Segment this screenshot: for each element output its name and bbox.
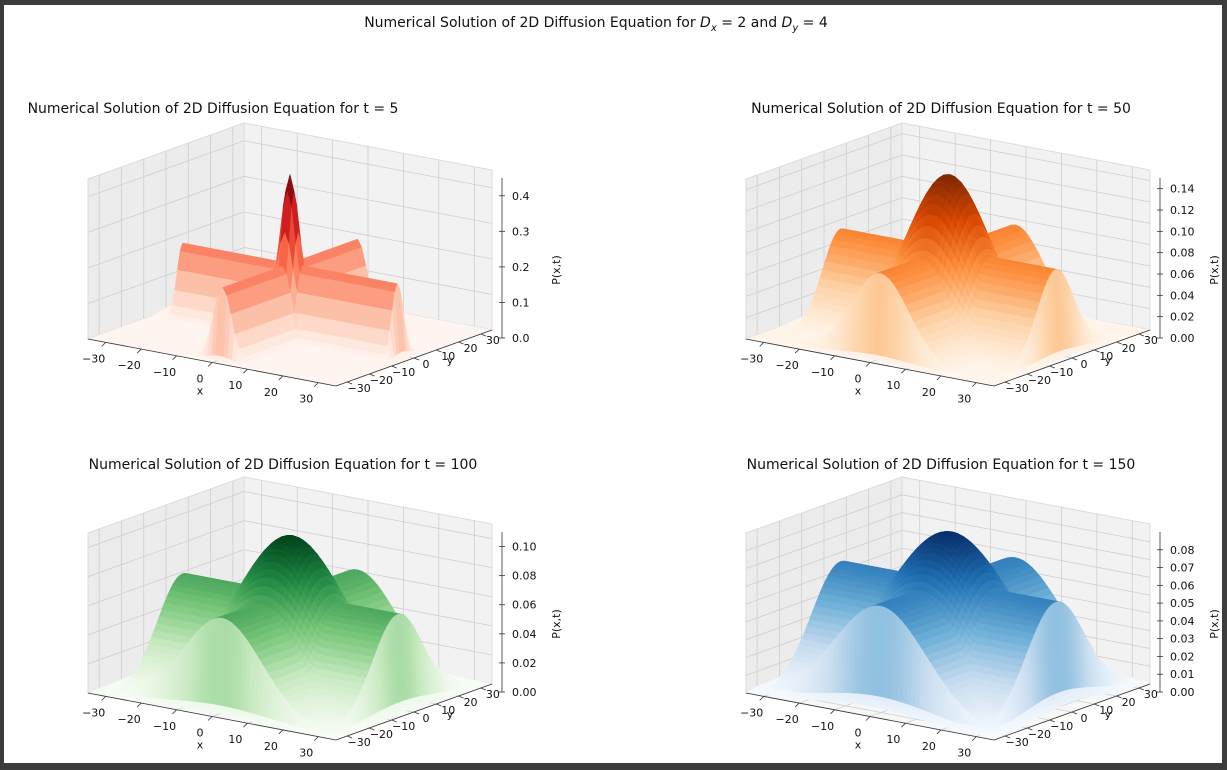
suptitle-dx-subscript: x — [710, 22, 717, 34]
y-tick — [369, 373, 375, 377]
x-tick-label: 30 — [299, 393, 313, 406]
z-tick-label: 0.3 — [512, 225, 530, 238]
x-tick — [172, 355, 177, 361]
y-tick-label: −20 — [370, 374, 393, 387]
subplot-title: Numerical Solution of 2D Diffusion Equat… — [751, 101, 1131, 117]
suptitle-text: Numerical Solution of 2D Diffusion Equat… — [364, 15, 701, 31]
grid-line-z — [745, 154, 1151, 212]
z-axis-label: P(x,t) — [550, 255, 563, 285]
grid-line-z — [745, 175, 1151, 233]
y-tick-label: 10 — [441, 350, 455, 363]
y-tick-label: −30 — [348, 382, 371, 395]
z-axis: 0.0 0.1 0.2 0.3 0.4 P(x,t) — [499, 178, 563, 345]
y-tick — [413, 357, 420, 361]
x-tick — [207, 362, 213, 367]
z-tick-label: 0.1 — [512, 296, 530, 309]
grid-line-z — [745, 218, 1151, 276]
grid-line-z — [87, 175, 493, 233]
y-tick-label: −10 — [392, 366, 415, 379]
figure-suptitle: Numerical Solution of 2D Diffusion Equat… — [4, 15, 1188, 34]
grid-line-z — [87, 140, 493, 198]
y-tick — [391, 365, 397, 369]
suptitle-end-text: = 4 — [798, 15, 828, 31]
y-tick — [436, 349, 442, 353]
y-tick-label: 20 — [464, 342, 478, 355]
x-tick — [314, 382, 319, 387]
y-tick — [346, 381, 353, 385]
y-axis-label: y — [447, 354, 454, 367]
x-tick — [101, 342, 106, 347]
y-tick — [480, 333, 487, 337]
suptitle-dy-subscript: y — [792, 22, 799, 34]
y-tick-label: 0 — [423, 358, 430, 371]
z-tick-label: 0.2 — [512, 261, 530, 274]
grid-line-z — [87, 247, 493, 304]
grid-line-z — [745, 133, 1151, 191]
z-tick-label: 0.0 — [512, 332, 530, 345]
z-tick-label: 0.4 — [512, 190, 530, 203]
x-axis-label: x — [197, 385, 204, 398]
subplot-t5: Numerical Solution of 2D Diffusion Equat… — [28, 101, 588, 421]
suptitle-dy-symbol: D — [781, 15, 793, 31]
suptitle-dx-symbol: D — [700, 15, 711, 31]
x-tick-label: −10 — [153, 366, 176, 379]
x-axis: −30 −20 −10 0 10 20 30 x — [82, 338, 337, 406]
y-tick-label: 30 — [486, 334, 500, 347]
x-tick — [136, 348, 142, 354]
x-tick-label: −20 — [118, 359, 141, 372]
y-axis: −30−20−10 0 10 20 30 y — [335, 329, 500, 395]
x-tick-label: 20 — [264, 386, 278, 399]
y-tick — [458, 341, 464, 345]
subplot-title: Numerical Solution of 2D Diffusion Equat… — [27, 101, 399, 117]
x-tick-label: 10 — [228, 379, 242, 392]
x-tick-label: −30 — [82, 352, 105, 365]
surface — [87, 174, 493, 387]
grid-line-z — [87, 211, 493, 269]
grid-line-z — [745, 197, 1151, 255]
subplot-t50: Numerical Solution of 2D Diffusion Equat… — [726, 101, 1227, 421]
suptitle-mid-text: = 2 and — [716, 15, 782, 31]
x-tick — [243, 368, 248, 374]
x-tick-label: 0 — [197, 373, 204, 386]
figure: Numerical Solution of 2D Diffusion Equat… — [4, 5, 1222, 763]
surface — [745, 174, 1151, 387]
x-tick — [278, 375, 284, 381]
